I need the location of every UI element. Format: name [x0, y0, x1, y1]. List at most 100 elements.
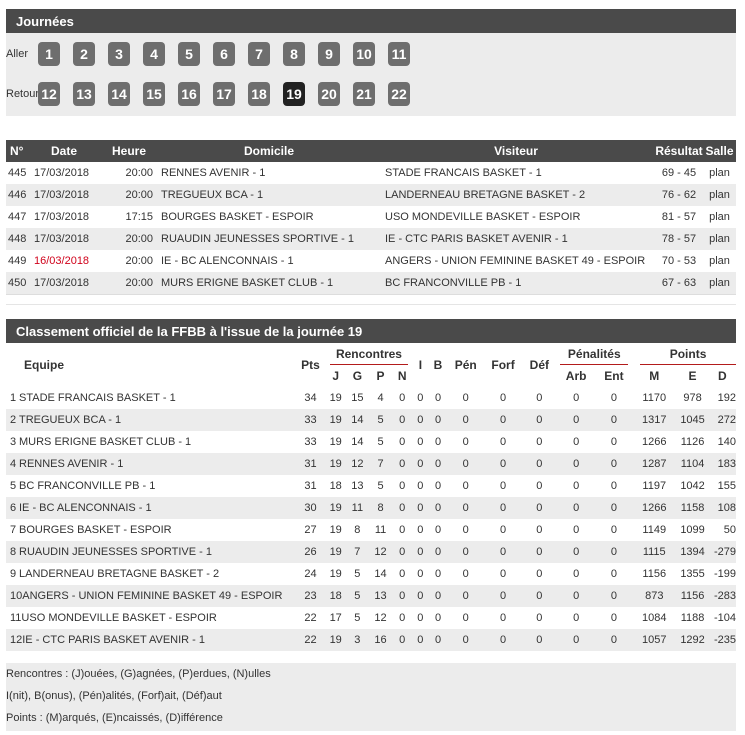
- stat-i: 0: [417, 568, 424, 580]
- team-name[interactable]: BOURGES BASKET - ESPOIR: [19, 524, 172, 536]
- stat-def: 0: [522, 629, 557, 651]
- stat-ent: 0: [610, 392, 617, 404]
- journee-button-20[interactable]: 20: [318, 82, 340, 106]
- stat-j: 19: [325, 497, 346, 519]
- team-name[interactable]: RENNES AVENIR - 1: [19, 458, 124, 470]
- match-date: 17/03/2018: [34, 211, 90, 223]
- stat-pts: 22: [295, 629, 326, 651]
- match-time: 20:00: [97, 184, 161, 206]
- journee-button-19[interactable]: 19: [283, 82, 305, 106]
- match-row: 446 17/03/2018 20:00 TREGUEUX BCA - 1 LANDER…: [6, 184, 736, 206]
- stat-j: 19: [329, 524, 342, 536]
- stat-forf: 0: [483, 409, 523, 431]
- salle-link[interactable]: plan: [709, 211, 730, 223]
- journee-button-11[interactable]: 11: [388, 42, 410, 66]
- journee-button-5[interactable]: 5: [178, 42, 200, 66]
- stat-def: 0: [536, 436, 543, 448]
- journee-button-12[interactable]: 12: [38, 82, 60, 106]
- stat-arb: 0: [556, 629, 596, 651]
- team-name[interactable]: IE - BC ALENCONNAIS - 1: [19, 502, 152, 514]
- stat-g: 8: [354, 524, 361, 536]
- stat-forf: 0: [499, 612, 507, 624]
- match-time: 17:15: [125, 211, 153, 223]
- team-name[interactable]: STADE FRANCAIS BASKET - 1: [19, 392, 176, 404]
- rank: 4: [10, 458, 17, 470]
- standings-row: 3 MURS ERIGNE BASKET CLUB - 1 33 19 14 5 0 0 0 0 0…: [6, 431, 736, 453]
- col-visiteur: Visiteur: [377, 140, 655, 162]
- team-name[interactable]: BC FRANCONVILLE PB - 1: [19, 480, 156, 492]
- stat-n: 0: [392, 409, 413, 431]
- standings-row: 6 IE - BC ALENCONNAIS - 1 30 19 11 8 0 0 0 0 0 0 0 0 1…: [6, 497, 736, 519]
- stat-d: 192: [717, 392, 736, 404]
- team-name[interactable]: TREGUEUX BCA - 1: [19, 414, 122, 426]
- stat-n: 0: [399, 524, 406, 536]
- salle-link[interactable]: plan: [709, 167, 730, 179]
- match-score: 69 - 45: [661, 167, 697, 179]
- stat-i: 0: [412, 585, 429, 607]
- standings-row: 8 RUAUDIN JEUNESSES SPORTIVE - 1 26 19 7 12 0 0…: [6, 541, 736, 563]
- journee-button-14[interactable]: 14: [108, 82, 130, 106]
- stat-j: 19: [325, 629, 346, 651]
- journee-button-18[interactable]: 18: [248, 82, 270, 106]
- rank: 2: [10, 414, 17, 426]
- stat-i: 0: [412, 629, 429, 651]
- journee-button-9[interactable]: 9: [318, 42, 340, 66]
- journee-button-13[interactable]: 13: [73, 82, 95, 106]
- salle-link[interactable]: plan: [703, 228, 736, 250]
- match-time: 20:00: [97, 272, 161, 295]
- standings-row: 10ANGERS - UNION FEMININE BASKET 49 - ES…: [6, 585, 736, 607]
- rank: 6: [10, 502, 17, 514]
- stat-m: 1115: [632, 541, 677, 563]
- match-number: 447: [8, 211, 27, 223]
- journee-button-16[interactable]: 16: [178, 82, 200, 106]
- stat-pen: 0: [447, 541, 484, 563]
- journee-button-17[interactable]: 17: [213, 82, 235, 106]
- team-name[interactable]: IE - CTC PARIS BASKET AVENIR - 1: [22, 634, 206, 646]
- journee-button-22[interactable]: 22: [388, 82, 410, 106]
- journee-button-2[interactable]: 2: [73, 42, 95, 66]
- stat-j: 19: [329, 392, 342, 404]
- team-cell: 2 TREGUEUX BCA - 1: [6, 409, 296, 431]
- stat-m: 1156: [642, 568, 667, 580]
- legend-init-bonus: I(nit), B(onus), (Pén)alités, (Forf)ait,…: [6, 690, 222, 702]
- journees-title: Journées: [6, 9, 736, 33]
- team-name[interactable]: ANGERS - UNION FEMININE BASKET 49 - ESPO…: [22, 590, 283, 602]
- stat-n: 0: [399, 612, 406, 624]
- journee-button-4[interactable]: 4: [143, 42, 165, 66]
- stat-p: 13: [368, 585, 393, 607]
- journee-button-21[interactable]: 21: [353, 82, 375, 106]
- stat-i: 0: [417, 612, 424, 624]
- journee-button-6[interactable]: 6: [213, 42, 235, 66]
- team-name[interactable]: USO MONDEVILLE BASKET - ESPOIR: [21, 612, 217, 624]
- journee-button-8[interactable]: 8: [283, 42, 305, 66]
- stat-n: 0: [399, 392, 406, 404]
- stat-g: 7: [345, 541, 369, 563]
- stat-pts: 27: [304, 524, 317, 536]
- journee-button-10[interactable]: 10: [353, 42, 375, 66]
- salle-link[interactable]: plan: [703, 272, 736, 295]
- journee-button-3[interactable]: 3: [108, 42, 130, 66]
- journee-button-7[interactable]: 7: [248, 42, 270, 66]
- team-name[interactable]: LANDERNEAU BRETAGNE BASKET - 2: [19, 568, 220, 580]
- stat-n: 0: [392, 629, 413, 651]
- stat-b: 0: [434, 480, 442, 492]
- home-team: RUAUDIN JEUNESSES SPORTIVE - 1: [161, 228, 377, 250]
- stat-e: 1042: [680, 480, 705, 492]
- journee-button-15[interactable]: 15: [143, 82, 165, 106]
- col-salle: Salle: [703, 140, 736, 162]
- journee-button-1[interactable]: 1: [38, 42, 60, 66]
- stat-arb: 0: [556, 541, 596, 563]
- stat-pen: 0: [447, 629, 484, 651]
- team-name[interactable]: RUAUDIN JEUNESSES SPORTIVE - 1: [19, 546, 212, 558]
- away-team: IE - CTC PARIS BASKET AVENIR - 1: [377, 228, 655, 250]
- salle-link[interactable]: plan: [709, 255, 730, 267]
- team-name[interactable]: MURS ERIGNE BASKET CLUB - 1: [19, 436, 192, 448]
- salle-link[interactable]: plan: [703, 184, 736, 206]
- team-cell: 11USO MONDEVILLE BASKET - ESPOIR: [6, 607, 295, 629]
- stat-g: 13: [351, 480, 364, 492]
- legend: Rencontres : (J)ouées, (G)agnées, (P)erd…: [6, 663, 736, 731]
- stat-ent: 0: [610, 568, 617, 580]
- stat-m: 873: [632, 585, 677, 607]
- rank: 12: [10, 634, 23, 646]
- journees-panel: Journées Aller 1 2 3 4 5 6 7 8 9 10 11 Retour 12 13…: [6, 9, 736, 116]
